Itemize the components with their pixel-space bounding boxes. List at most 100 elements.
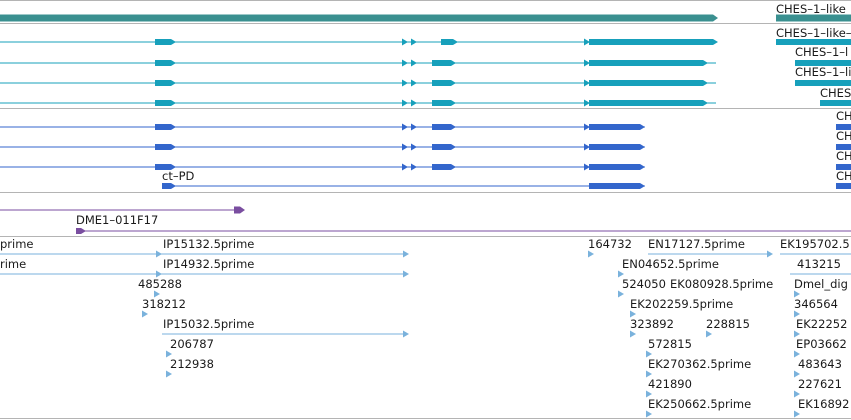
exon-block	[432, 80, 456, 86]
est-label[interactable]: 572815	[648, 337, 692, 351]
est-label[interactable]: 483643	[798, 357, 842, 371]
exon-block	[795, 60, 851, 66]
transcript-label-ches[interactable]: CHES–1–like	[795, 65, 851, 79]
est-label[interactable]: 524050	[622, 277, 666, 291]
exon-arrow	[402, 38, 408, 46]
est-label[interactable]: 212938	[170, 357, 214, 371]
exon-block	[155, 164, 176, 170]
est-label[interactable]: IP14932.5prime	[163, 257, 255, 271]
exon-block	[155, 80, 176, 86]
est-label[interactable]: EP03662	[796, 337, 847, 351]
est-arrow	[154, 290, 160, 298]
transcript-label-ches[interactable]: CH	[836, 169, 851, 183]
exon-arrow	[411, 59, 417, 67]
exon-block	[432, 144, 456, 150]
transcript-label-ches[interactable]: CH	[836, 149, 851, 163]
exon-block	[589, 39, 718, 45]
exon-block	[432, 124, 456, 130]
est-label[interactable]: EK202259.5prime	[630, 297, 734, 311]
clone-end	[234, 206, 245, 214]
est-label[interactable]: 164732	[588, 237, 632, 251]
est-arrow	[767, 250, 773, 258]
est-label[interactable]: IP15032.5prime	[163, 317, 255, 331]
est-label[interactable]: 323892	[630, 317, 674, 331]
exon-arrow	[411, 38, 417, 46]
transcript-label-ches[interactable]: CHES	[820, 86, 851, 100]
est-label[interactable]: 485288	[138, 277, 182, 291]
exon-block	[795, 80, 851, 86]
clone-end	[76, 228, 86, 234]
exon-arrow	[402, 79, 408, 87]
transcript-label-ches[interactable]: CHES–1–l	[795, 45, 849, 59]
est-arrow	[166, 370, 172, 378]
est-arrow	[794, 390, 800, 398]
est-label[interactable]: 413215	[797, 257, 841, 271]
gene-label-ches[interactable]: CHES–1–like	[776, 2, 846, 16]
exon-arrow	[402, 143, 408, 151]
est-arrow	[646, 350, 652, 358]
exon-block	[155, 39, 176, 45]
est-label[interactable]: IP15132.5prime	[163, 237, 255, 251]
exon-block	[441, 39, 458, 45]
transcript-label-ches[interactable]: CH	[836, 109, 851, 123]
exon-block	[432, 164, 456, 170]
exon-block	[155, 124, 176, 130]
est-label[interactable]: 206787	[170, 337, 214, 351]
exon-arrow	[584, 59, 590, 67]
exon-block	[589, 164, 645, 170]
exon-arrow	[584, 38, 590, 46]
exon-block	[589, 124, 645, 130]
est-label[interactable]: rime	[0, 257, 27, 271]
clone-label[interactable]: DME1–011F17	[76, 213, 159, 227]
exon-arrow	[584, 99, 590, 107]
est-label[interactable]: prime	[0, 237, 34, 251]
exon-block	[162, 183, 176, 189]
exon-block	[820, 100, 851, 106]
est-label[interactable]: 227621	[798, 377, 842, 391]
gene-bar	[776, 14, 851, 22]
est-arrow	[794, 330, 800, 338]
exon-block	[155, 60, 176, 66]
exon-block	[836, 164, 851, 170]
est-label[interactable]: Dmel_dig	[794, 277, 848, 291]
est-label[interactable]: EN04652.5prime	[622, 257, 719, 271]
est-arrow	[156, 270, 162, 278]
exon-arrow	[411, 143, 417, 151]
est-arrow	[646, 390, 652, 398]
est-label[interactable]: EK195702.5	[780, 237, 850, 251]
exon-arrow	[411, 99, 417, 107]
est-label[interactable]: 421890	[648, 377, 692, 391]
est-arrow	[630, 310, 636, 318]
est-arrow	[588, 250, 594, 258]
exon-arrow	[584, 163, 590, 171]
est-label[interactable]: 346564	[794, 297, 838, 311]
transcript-label-ches[interactable]: CHES–1–like–	[776, 26, 851, 40]
exon-arrow	[584, 79, 590, 87]
exon-block	[589, 80, 708, 86]
est-label[interactable]: EN17127.5prime	[648, 237, 745, 251]
exon-arrow	[584, 123, 590, 131]
est-label[interactable]: EK270362.5prime	[648, 357, 752, 371]
transcript-label-ches[interactable]: CH	[836, 129, 851, 143]
exon-block	[155, 100, 176, 106]
est-label[interactable]: 228815	[706, 317, 750, 331]
exon-block	[589, 60, 708, 66]
est-label[interactable]: EK16892	[798, 397, 850, 411]
est-arrow	[142, 310, 148, 318]
est-arrow	[794, 410, 800, 418]
est-label[interactable]: EK080928.5prime	[670, 277, 774, 291]
est-arrow	[794, 290, 800, 298]
est-label[interactable]: EK250662.5prime	[648, 397, 752, 411]
exon-block	[432, 100, 456, 106]
est-arrow	[794, 370, 800, 378]
est-arrow	[403, 250, 409, 258]
exon-arrow	[402, 163, 408, 171]
exon-block	[432, 60, 456, 66]
est-label[interactable]: 318212	[142, 297, 186, 311]
exon-arrow	[411, 163, 417, 171]
est-label[interactable]: EK22252	[796, 317, 848, 331]
exon-arrow	[411, 79, 417, 87]
transcript-label-ct-pd[interactable]: ct–PD	[162, 169, 195, 183]
